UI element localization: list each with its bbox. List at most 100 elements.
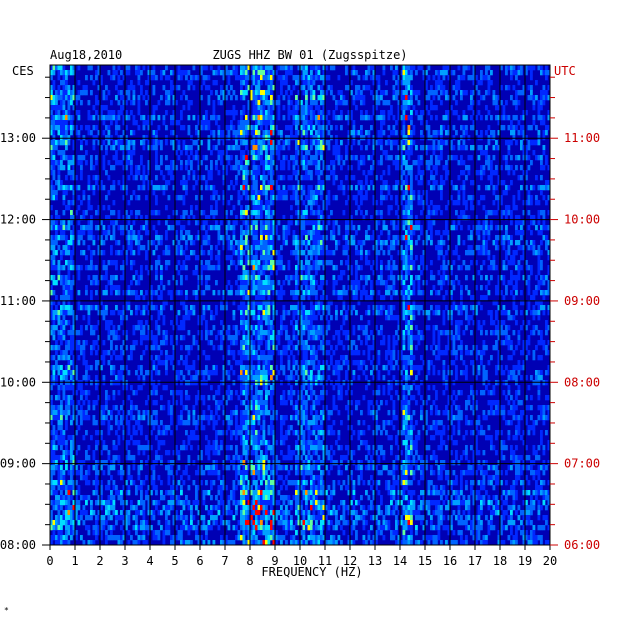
heatmap-cell [260, 200, 263, 206]
heatmap-cell [165, 75, 168, 81]
heatmap-cell [302, 165, 306, 171]
heatmap-cell [275, 230, 278, 236]
heatmap-cell [322, 260, 326, 266]
heatmap-cell [267, 180, 271, 186]
heatmap-cell [540, 225, 543, 231]
heatmap-cell [405, 230, 408, 236]
heatmap-cell [522, 125, 526, 131]
heatmap-cell [417, 235, 421, 241]
heatmap-cell [420, 180, 423, 186]
heatmap-cell [50, 95, 53, 101]
heatmap-cell [447, 110, 451, 116]
heatmap-cell [537, 210, 541, 216]
heatmap-cell [495, 140, 498, 146]
heatmap-cell [100, 185, 103, 191]
heatmap-cell [342, 300, 346, 306]
heatmap-cell [195, 75, 198, 81]
heatmap-cell [427, 205, 431, 211]
heatmap-cell [437, 160, 441, 166]
heatmap-cell [282, 310, 286, 316]
heatmap-cell [265, 320, 268, 326]
heatmap-cell [372, 245, 376, 251]
heatmap-cell [312, 135, 316, 141]
heatmap-cell [75, 125, 78, 131]
heatmap-cell [62, 305, 66, 311]
heatmap-cell [257, 135, 261, 141]
heatmap-cell [370, 165, 373, 171]
heatmap-cell [327, 85, 331, 91]
heatmap-cell [55, 115, 58, 121]
heatmap-cell [240, 235, 243, 241]
heatmap-cell [527, 225, 531, 231]
heatmap-cell [225, 170, 228, 176]
heatmap-cell [440, 90, 443, 96]
heatmap-cell [277, 140, 281, 146]
heatmap-cell [97, 175, 101, 181]
heatmap-cell [62, 200, 66, 206]
heatmap-cell [417, 160, 421, 166]
heatmap-cell [157, 100, 161, 106]
heatmap-cell [122, 315, 126, 321]
heatmap-cell [400, 275, 403, 281]
heatmap-cell [252, 155, 256, 161]
heatmap-cell [257, 110, 261, 116]
heatmap-cell [265, 160, 268, 166]
heatmap-cell [207, 95, 211, 101]
heatmap-cell [307, 170, 311, 176]
heatmap-cell [412, 130, 416, 136]
heatmap-cell [465, 115, 468, 121]
heatmap-cell [485, 275, 488, 281]
heatmap-cell [420, 230, 423, 236]
heatmap-cell [197, 220, 201, 226]
heatmap-cell [147, 125, 151, 131]
heatmap-cell [175, 220, 178, 226]
heatmap-cell [117, 225, 121, 231]
heatmap-cell [530, 230, 533, 236]
heatmap-cell [387, 165, 391, 171]
heatmap-cell [240, 95, 243, 101]
heatmap-cell [192, 65, 196, 71]
heatmap-cell [330, 210, 333, 216]
heatmap-cell [217, 250, 221, 256]
heatmap-cell [332, 290, 336, 296]
heatmap-cell [527, 300, 531, 306]
heatmap-cell [385, 100, 388, 106]
heatmap-cell [307, 230, 311, 236]
heatmap-cell [332, 180, 336, 186]
heatmap-cell [375, 175, 378, 181]
heatmap-cell [70, 240, 73, 246]
heatmap-cell [475, 260, 478, 266]
heatmap-cell [495, 185, 498, 191]
heatmap-cell [175, 165, 178, 171]
heatmap-cell [310, 275, 313, 281]
heatmap-cell [177, 70, 181, 76]
heatmap-cell [482, 205, 486, 211]
heatmap-cell [230, 255, 233, 261]
heatmap-cell [200, 315, 203, 321]
heatmap-cell [117, 250, 121, 256]
heatmap-cell [495, 325, 498, 331]
heatmap-cell [542, 195, 546, 201]
heatmap-cell [142, 165, 146, 171]
heatmap-cell [262, 170, 266, 176]
heatmap-cell [122, 290, 126, 296]
heatmap-cell [365, 330, 368, 336]
heatmap-cell [132, 260, 136, 266]
heatmap-cell [245, 185, 248, 191]
heatmap-cell [357, 180, 361, 186]
heatmap-cell [525, 200, 528, 206]
heatmap-cell [140, 140, 143, 146]
heatmap-cell [72, 140, 76, 146]
heatmap-cell [255, 210, 258, 216]
heatmap-cell [260, 235, 263, 241]
heatmap-cell [412, 280, 416, 286]
heatmap-cell [257, 205, 261, 211]
heatmap-cell [505, 210, 508, 216]
heatmap-cell [347, 305, 351, 311]
heatmap-cell [547, 185, 551, 191]
heatmap-cell [485, 210, 488, 216]
heatmap-cell [402, 260, 406, 266]
heatmap-cell [465, 310, 468, 316]
heatmap-cell [270, 185, 273, 191]
heatmap-cell [232, 310, 236, 316]
